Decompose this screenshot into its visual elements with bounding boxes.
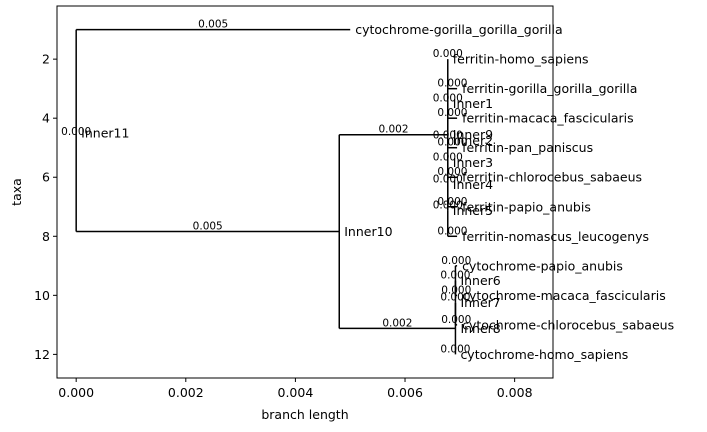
branch-length-label: 0.000 [433, 174, 463, 186]
branch-length-label: 0.000 [441, 255, 471, 267]
plot-background [57, 6, 553, 378]
branch-length-label: 0.000 [433, 151, 463, 163]
branch-lines [75, 28, 458, 355]
node-label: cytochrome-chlorocebus_sabaeus [462, 317, 674, 332]
y-axis-ticks: 2 4 6 8 10 12 [34, 52, 57, 362]
plot-frame [56, 5, 554, 379]
branch-length-label: 0.000 [433, 92, 463, 104]
y-tick-label: 12 [34, 347, 50, 362]
y-tick-label: 4 [42, 111, 50, 126]
node-label: Inner4 [453, 177, 493, 192]
node-label: Inner10 [344, 224, 392, 239]
branch-length-label: 0.002 [378, 124, 408, 136]
node-label: ferritin-pan_paniscus [462, 140, 593, 155]
node-label: Inner1 [453, 96, 493, 111]
node-label: Inner11 [81, 125, 129, 140]
branch-length-label: 0.002 [382, 317, 412, 329]
branch-length-label: 0.000 [440, 343, 470, 355]
branch-length-label: 0.000 [440, 270, 470, 282]
y-tick-label: 10 [34, 288, 50, 303]
node-label: Inner2 [453, 133, 493, 148]
node-label: Inner8 [460, 321, 500, 336]
branch-length-label: 0.000 [433, 48, 463, 60]
branch-length-label: 0.000 [437, 196, 467, 208]
x-tick-label: 0.008 [497, 385, 533, 400]
node-label: cytochrome-papio_anubis [462, 258, 623, 273]
branch-length-label: 0.000 [437, 225, 467, 237]
node-label: ferritin-nomascus_leucogenys [462, 229, 649, 244]
x-tick-label: 0.002 [168, 385, 204, 400]
branch-length-label: 0.005 [198, 19, 228, 31]
node-label: Inner5 [453, 203, 493, 218]
branch-length-labels: 0.0000.0050.0050.0020.0020.0000.0000.000… [61, 19, 471, 356]
node-label: cytochrome-homo_sapiens [460, 347, 628, 362]
node-label: cytochrome-gorilla_gorilla_gorilla [355, 22, 562, 37]
branch-length-label: 0.000 [437, 107, 467, 119]
x-axis-ticks: 0.000 0.002 0.004 0.006 0.008 [58, 378, 533, 400]
node-label: Inner6 [460, 273, 500, 288]
node-labels: Inner11 cytochrome-gorilla_gorilla_gorill… [81, 22, 674, 362]
node-label: cytochrome-macaca_fascicularis [462, 288, 666, 303]
x-axis-label: branch length [261, 407, 348, 422]
branch-length-label: 0.005 [193, 221, 223, 233]
node-label: ferritin-chlorocebus_sabaeus [462, 170, 642, 185]
node-label: ferritin-macaca_fascicularis [462, 111, 634, 126]
branch-length-label: 0.000 [437, 166, 467, 178]
branch-length-label: 0.000 [437, 78, 467, 90]
node-label: Inner9 [453, 127, 493, 142]
branch-length-label: 0.000 [433, 199, 463, 211]
branch-length-label: 0.000 [441, 314, 471, 326]
x-tick-label: 0.006 [387, 385, 423, 400]
node-label: ferritin-gorilla_gorilla_gorilla [462, 81, 637, 96]
node-label: Inner3 [453, 155, 493, 170]
y-tick-label: 6 [42, 170, 50, 185]
x-tick-label: 0.000 [58, 385, 94, 400]
node-label: Inner7 [460, 295, 500, 310]
x-tick-label: 0.004 [278, 385, 314, 400]
branch-length-label: 0.000 [437, 137, 467, 149]
node-label: ferritin-homo_sapiens [453, 52, 589, 67]
node-label: ferritin-papio_anubis [462, 199, 591, 214]
y-tick-label: 8 [42, 229, 50, 244]
y-axis-label: taxa [9, 178, 24, 206]
branch-length-label: 0.000 [433, 129, 463, 141]
branch-length-label: 0.000 [61, 126, 91, 138]
branch-length-label: 0.000 [441, 284, 471, 296]
y-tick-label: 2 [42, 52, 50, 67]
branch-length-label: 0.000 [440, 292, 470, 304]
